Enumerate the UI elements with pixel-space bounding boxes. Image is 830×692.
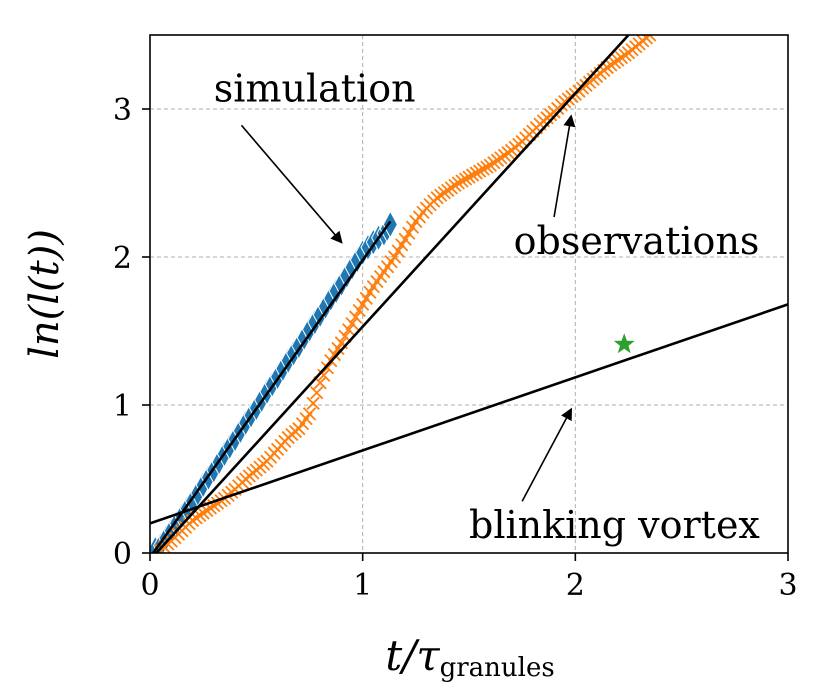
x-tick-label: 1 <box>353 568 372 603</box>
annotation-arrow <box>521 407 573 502</box>
observation-point <box>341 323 356 337</box>
observation-point <box>306 396 320 410</box>
observation-point <box>458 172 473 186</box>
x-tick-label: 3 <box>778 568 797 603</box>
annotation-label: blinking vortex <box>469 503 760 547</box>
observation-point <box>455 174 469 188</box>
observation-point <box>480 160 494 174</box>
x-axis-label: t/τgranules <box>385 631 554 683</box>
y-tick-label: 2 <box>113 241 132 276</box>
observation-point <box>327 347 342 362</box>
y-tick-label: 3 <box>113 93 132 128</box>
x-axis-label-main: t/τ <box>385 631 440 680</box>
x-tick-label: 2 <box>566 568 585 603</box>
observation-point <box>359 291 373 305</box>
fit-line-observations <box>155 35 630 553</box>
observation-point <box>310 386 324 400</box>
grid <box>150 35 788 553</box>
annotation-arrow <box>553 114 576 218</box>
observation-point <box>398 232 412 246</box>
y-tick-label: 1 <box>113 389 132 424</box>
simulation-point <box>382 210 398 239</box>
observation-point <box>472 164 487 178</box>
x-axis-label-sub: granules <box>440 653 555 683</box>
annotation-label: observations <box>514 219 760 263</box>
observation-point <box>349 310 363 324</box>
observation-point <box>317 368 331 382</box>
annotations: simulation observations blinking vortex <box>214 67 760 548</box>
plot-frame <box>149 34 789 554</box>
observation-point <box>352 303 366 318</box>
annotation-arrow <box>240 124 343 244</box>
observation-point <box>391 244 405 258</box>
observation-point <box>356 297 370 311</box>
annotation-label: simulation <box>214 67 416 111</box>
observation-point <box>345 316 359 331</box>
observation-point <box>469 166 483 180</box>
y-tick-label: 0 <box>113 537 132 572</box>
y-axis-label: ln(l(t)) <box>22 229 68 359</box>
observation-point <box>476 162 490 176</box>
observation-point <box>643 35 657 42</box>
blinking-vortex-point <box>613 333 635 354</box>
observation-point <box>402 226 416 240</box>
observation-point <box>302 407 317 421</box>
observation-point <box>387 250 402 264</box>
observation-point <box>465 168 480 182</box>
x-tick-label: 0 <box>140 568 159 603</box>
observation-point <box>451 176 466 190</box>
observation-point <box>462 170 476 184</box>
fit-line-blinking <box>150 303 788 525</box>
ticks: 0 1 2 3 0 1 2 3 <box>113 93 798 603</box>
fit-lines <box>150 35 788 553</box>
fit-line-simulation <box>151 220 392 553</box>
